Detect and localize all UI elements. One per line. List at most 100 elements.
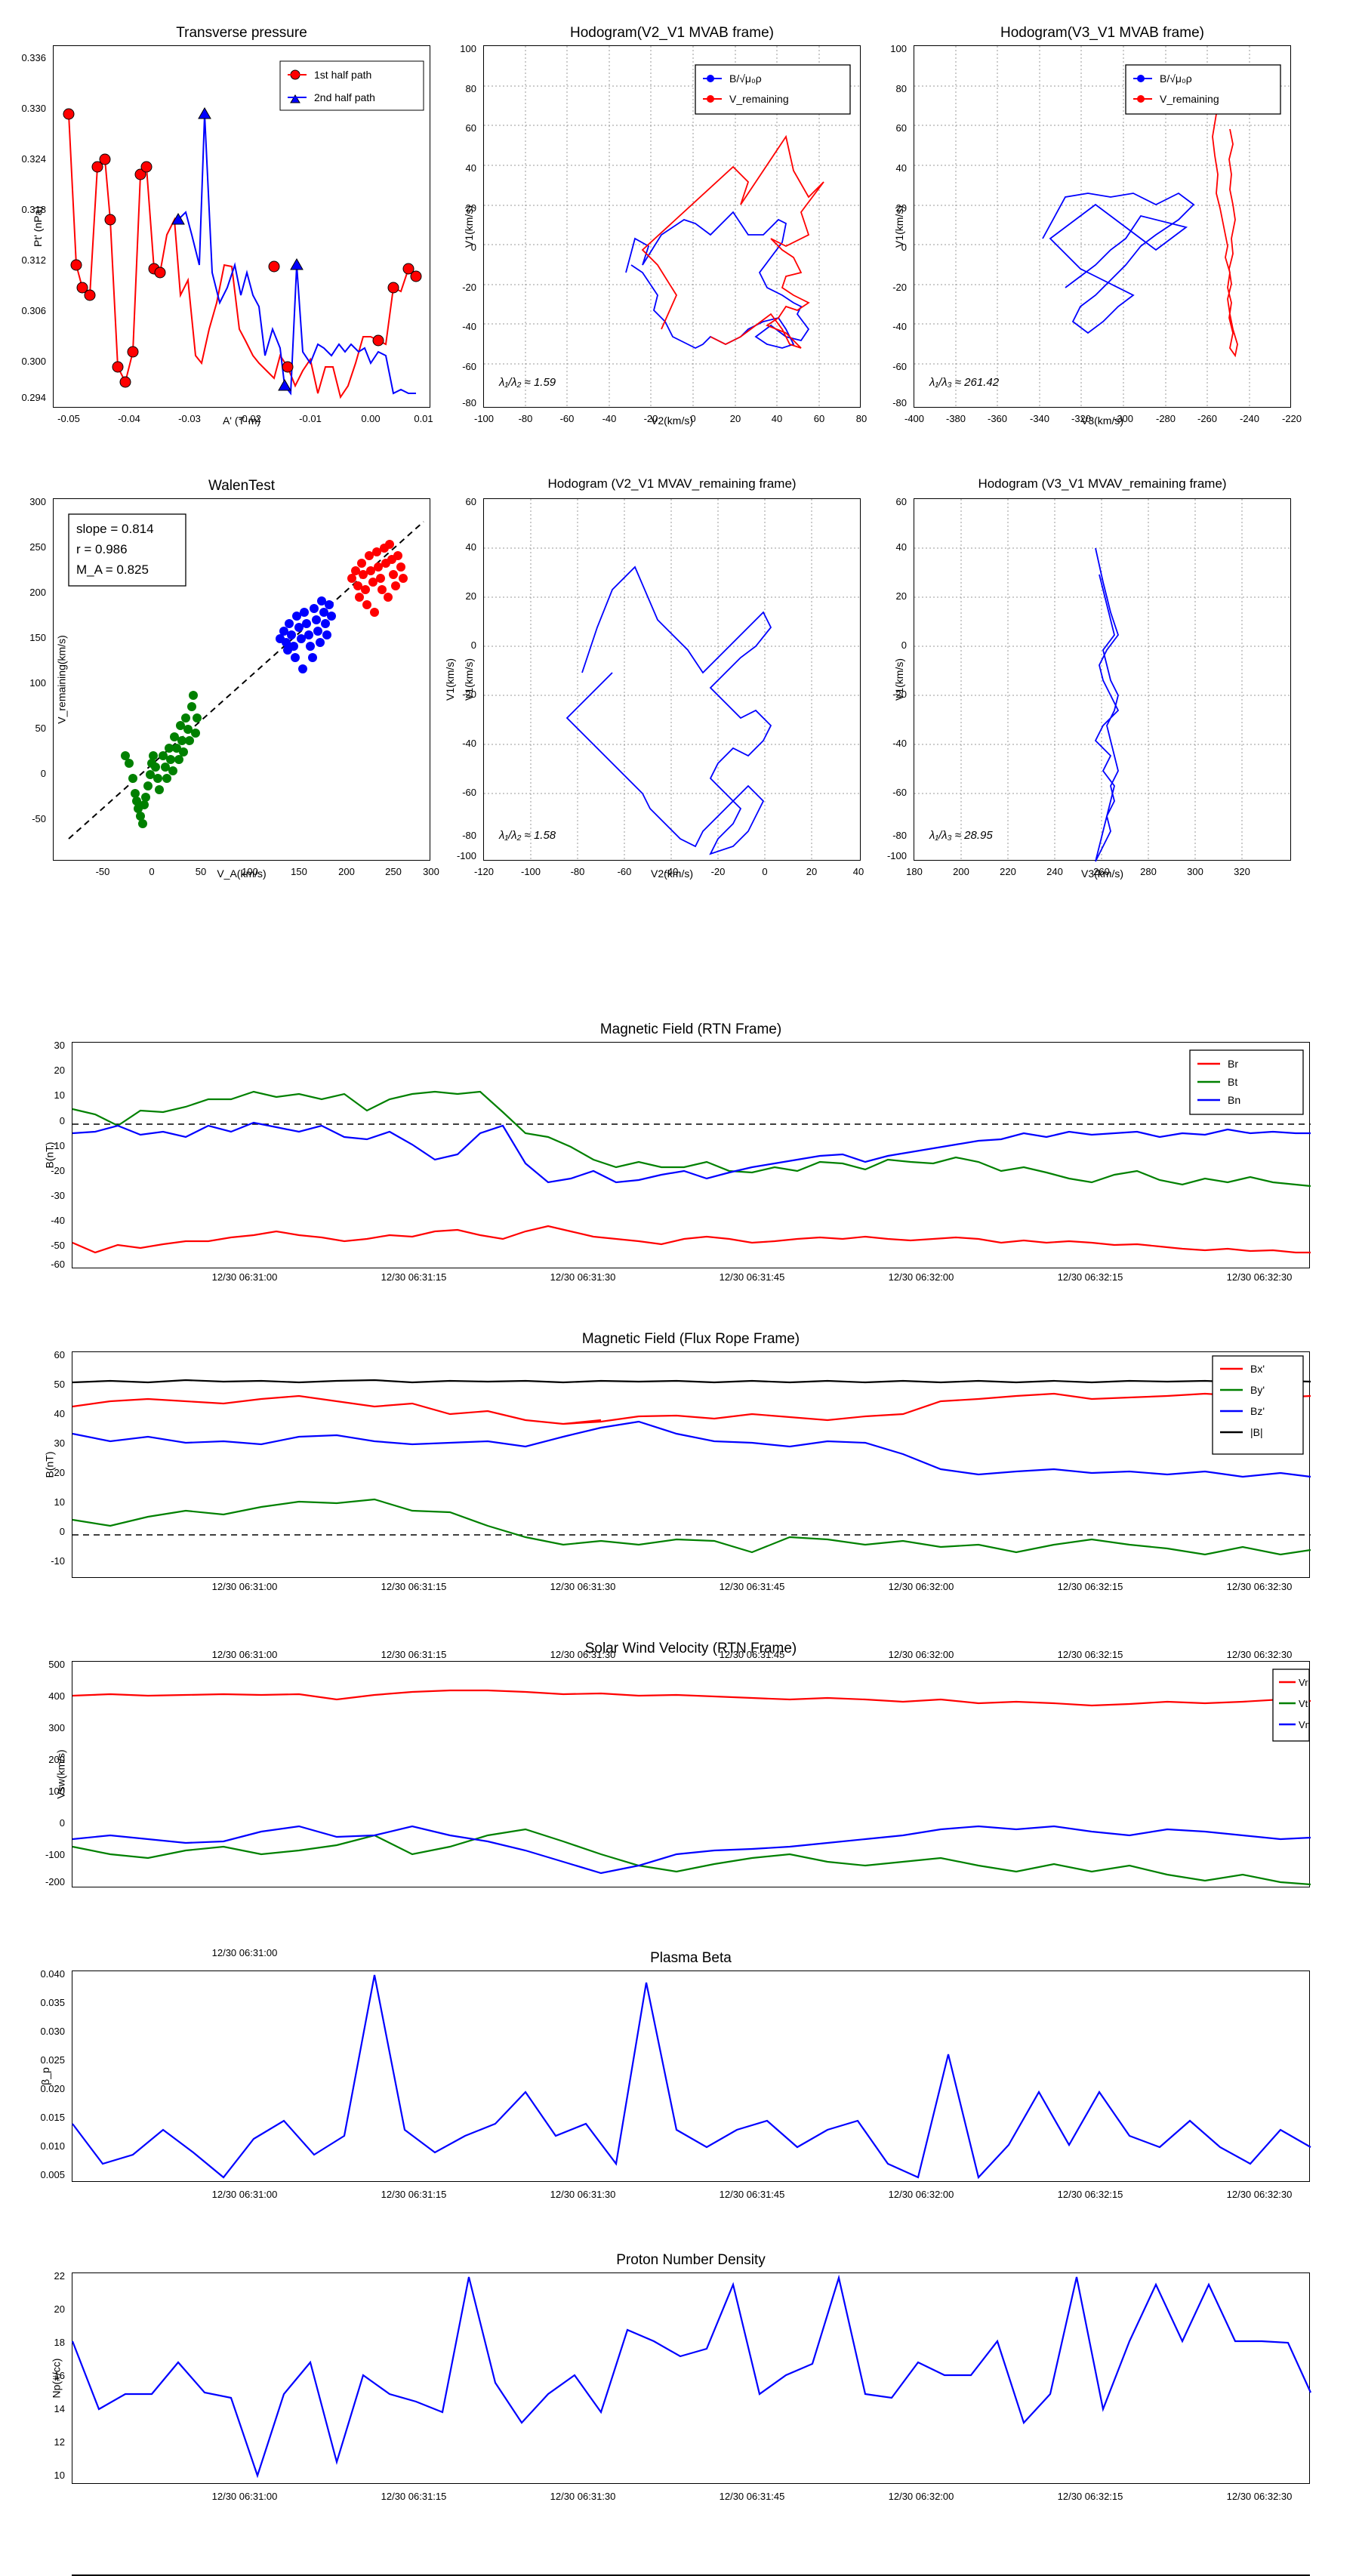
svg-text:-80: -80	[462, 830, 476, 841]
svg-text:60: 60	[466, 496, 476, 507]
svg-text:12/30 06:32:15: 12/30 06:32:15	[1058, 1271, 1123, 1283]
walen-test-title: WalenTest	[54, 478, 430, 495]
hodogram-v3v1-mvab-blue-path[interactable]	[1043, 193, 1194, 333]
svg-text:20: 20	[896, 590, 907, 602]
svg-text:100: 100	[890, 43, 907, 54]
svg-text:12/30 06:31:45: 12/30 06:31:45	[720, 2491, 785, 2502]
svg-text:2nd half path: 2nd half path	[314, 91, 375, 103]
svg-text:200: 200	[29, 587, 46, 598]
svg-text:-40: -40	[892, 738, 907, 749]
svg-text:-40: -40	[892, 321, 907, 332]
svg-text:B/√μ₀ρ: B/√μ₀ρ	[729, 72, 762, 85]
svg-text:0.294: 0.294	[21, 392, 46, 403]
svg-text:Bt: Bt	[1228, 1076, 1237, 1088]
hodogram-v3v1-mvab-red-path[interactable]	[1213, 114, 1237, 356]
panel-magnetic-field-flux-rope: Magnetic Field (Flux Rope Frame) B(nT) 6…	[72, 1351, 1310, 1578]
svg-text:-0.01: -0.01	[299, 413, 322, 424]
svg-text:-80: -80	[571, 866, 585, 877]
svg-text:12/30 06:31:00: 12/30 06:31:00	[212, 1271, 278, 1283]
svg-text:-0.03: -0.03	[178, 413, 201, 424]
svg-text:40: 40	[466, 162, 476, 174]
svg-text:12/30 06:32:30: 12/30 06:32:30	[1227, 2491, 1293, 2502]
svg-text:12: 12	[54, 2436, 65, 2448]
svg-text:20: 20	[806, 866, 817, 877]
svg-text:12/30 06:32:30: 12/30 06:32:30	[1227, 1271, 1293, 1283]
svg-text:0.324: 0.324	[21, 153, 46, 165]
svg-text:60: 60	[896, 496, 907, 507]
svg-text:12/30 06:32:15: 12/30 06:32:15	[1058, 1581, 1123, 1592]
svg-text:12/30 06:31:00: 12/30 06:31:00	[212, 1581, 278, 1592]
svg-text:100: 100	[242, 866, 258, 877]
hodogram-v3v1-mvab-xlabel: V3(km/s)	[914, 414, 1290, 427]
walen-test-red-points[interactable]	[347, 540, 408, 617]
svg-text:0.330: 0.330	[21, 103, 46, 114]
svg-text:-40: -40	[602, 413, 617, 424]
hodogram-v3v1-mvab-legend-border	[1126, 65, 1280, 114]
svg-text:-80: -80	[519, 413, 533, 424]
svg-text:250: 250	[29, 541, 46, 553]
svg-text:12/30 06:31:00: 12/30 06:31:00	[212, 1947, 278, 1958]
svg-text:0.312: 0.312	[21, 254, 46, 266]
svg-text:0.030: 0.030	[40, 2026, 65, 2037]
svg-text:0.005: 0.005	[40, 2169, 65, 2180]
svg-text:-20: -20	[892, 282, 907, 293]
svg-text:220: 220	[1000, 866, 1016, 877]
hodogram-v3v1-mvavr-annotation: λ₁/λ₃ ≈ 28.95	[929, 829, 993, 842]
svg-text:-60: -60	[892, 787, 907, 798]
walen-test-right-ylabel: V1(km/s)	[444, 658, 456, 701]
svg-text:0.010: 0.010	[40, 2140, 65, 2152]
svg-text:0.336: 0.336	[21, 52, 46, 63]
svg-text:-200: -200	[45, 1876, 65, 1887]
svg-text:12/30 06:31:15: 12/30 06:31:15	[381, 1581, 447, 1592]
hodogram-v2v1-mvavr-annotation: λ₁/λ₂ ≈ 1.58	[498, 829, 556, 842]
hodogram-v2v1-mvab-red-path[interactable]	[643, 137, 824, 348]
plasma-beta-xticks: 12/30 06:31:00 12/30 06:31:15 12/30 06:3…	[212, 2189, 1293, 2200]
svg-text:12/30 06:31:00: 12/30 06:31:00	[212, 2491, 278, 2502]
svg-text:300: 300	[29, 496, 46, 507]
svg-text:0: 0	[471, 242, 476, 253]
hodogram-v3v1-mvab-title: Hodogram(V3_V1 MVAB frame)	[914, 25, 1290, 42]
walen-test-green-points[interactable]	[121, 691, 202, 828]
svg-text:1st half path: 1st half path	[314, 69, 371, 81]
svg-text:-30: -30	[51, 1190, 65, 1201]
svg-text:60: 60	[54, 1349, 65, 1360]
svg-text:slope = 0.814: slope = 0.814	[76, 522, 154, 536]
svg-text:12/30 06:32:15: 12/30 06:32:15	[1058, 2189, 1123, 2200]
svg-text:-60: -60	[51, 1259, 65, 1270]
hodogram-v3v1-mvavr-path[interactable]	[1096, 548, 1118, 861]
svg-text:20: 20	[730, 413, 741, 424]
svg-text:12/30 06:31:00: 12/30 06:31:00	[212, 1649, 278, 1660]
svg-text:500: 500	[48, 1659, 65, 1670]
svg-text:0: 0	[901, 242, 907, 253]
svg-text:12/30 06:31:15: 12/30 06:31:15	[381, 2491, 447, 2502]
svg-text:12/30 06:31:30: 12/30 06:31:30	[550, 1271, 616, 1283]
panel-plasma-beta: Plasma Beta β_p 0.040 0.035 0.030 0.025 …	[72, 1971, 1310, 2182]
svg-text:-240: -240	[1240, 413, 1259, 424]
svg-text:-100: -100	[474, 413, 494, 424]
transverse-pressure-title: Transverse pressure	[54, 25, 430, 42]
svg-text:12/30 06:32:00: 12/30 06:32:00	[889, 1581, 954, 1592]
svg-text:50: 50	[54, 1379, 65, 1390]
svg-text:0.300: 0.300	[21, 356, 46, 367]
hodogram-v2v1-mvavr-title: Hodogram (V2_V1 MVAV_remaining frame)	[484, 476, 860, 491]
svg-text:0.020: 0.020	[40, 2083, 65, 2094]
transverse-pressure-series2-markers[interactable]	[172, 108, 303, 390]
hodogram-v2v1-mvavr-path[interactable]	[567, 567, 771, 854]
proton-number-density-xticks: 12/30 06:31:00	[212, 1947, 278, 1958]
panel-hodogram-v2v1-mvab: Hodogram(V2_V1 MVAB frame) V1(km/s) V2(k…	[483, 45, 861, 408]
svg-text:Bn: Bn	[1228, 1094, 1240, 1106]
hodogram-v2v1-mvavr-gridlines	[484, 499, 861, 861]
svg-text:30: 30	[54, 1437, 65, 1449]
svg-text:-10: -10	[51, 1555, 65, 1567]
svg-text:100: 100	[29, 677, 46, 689]
svg-text:-60: -60	[560, 413, 575, 424]
proton-number-density-xlabels: 12/30 06:31:00 12/30 06:31:15 12/30 06:3…	[212, 2491, 1293, 2502]
svg-text:150: 150	[29, 632, 46, 643]
walen-test-blue-points[interactable]	[276, 596, 336, 673]
svg-text:-40: -40	[51, 1215, 65, 1226]
svg-text:By': By'	[1250, 1384, 1265, 1396]
svg-text:12/30 06:31:30: 12/30 06:31:30	[550, 2491, 616, 2502]
magnetic-field-flux-rope-xticks: 12/30 06:31:00 12/30 06:31:15 12/30 06:3…	[212, 1581, 1293, 1592]
svg-text:12/30 06:31:45: 12/30 06:31:45	[720, 1271, 785, 1283]
svg-text:40: 40	[853, 866, 864, 877]
